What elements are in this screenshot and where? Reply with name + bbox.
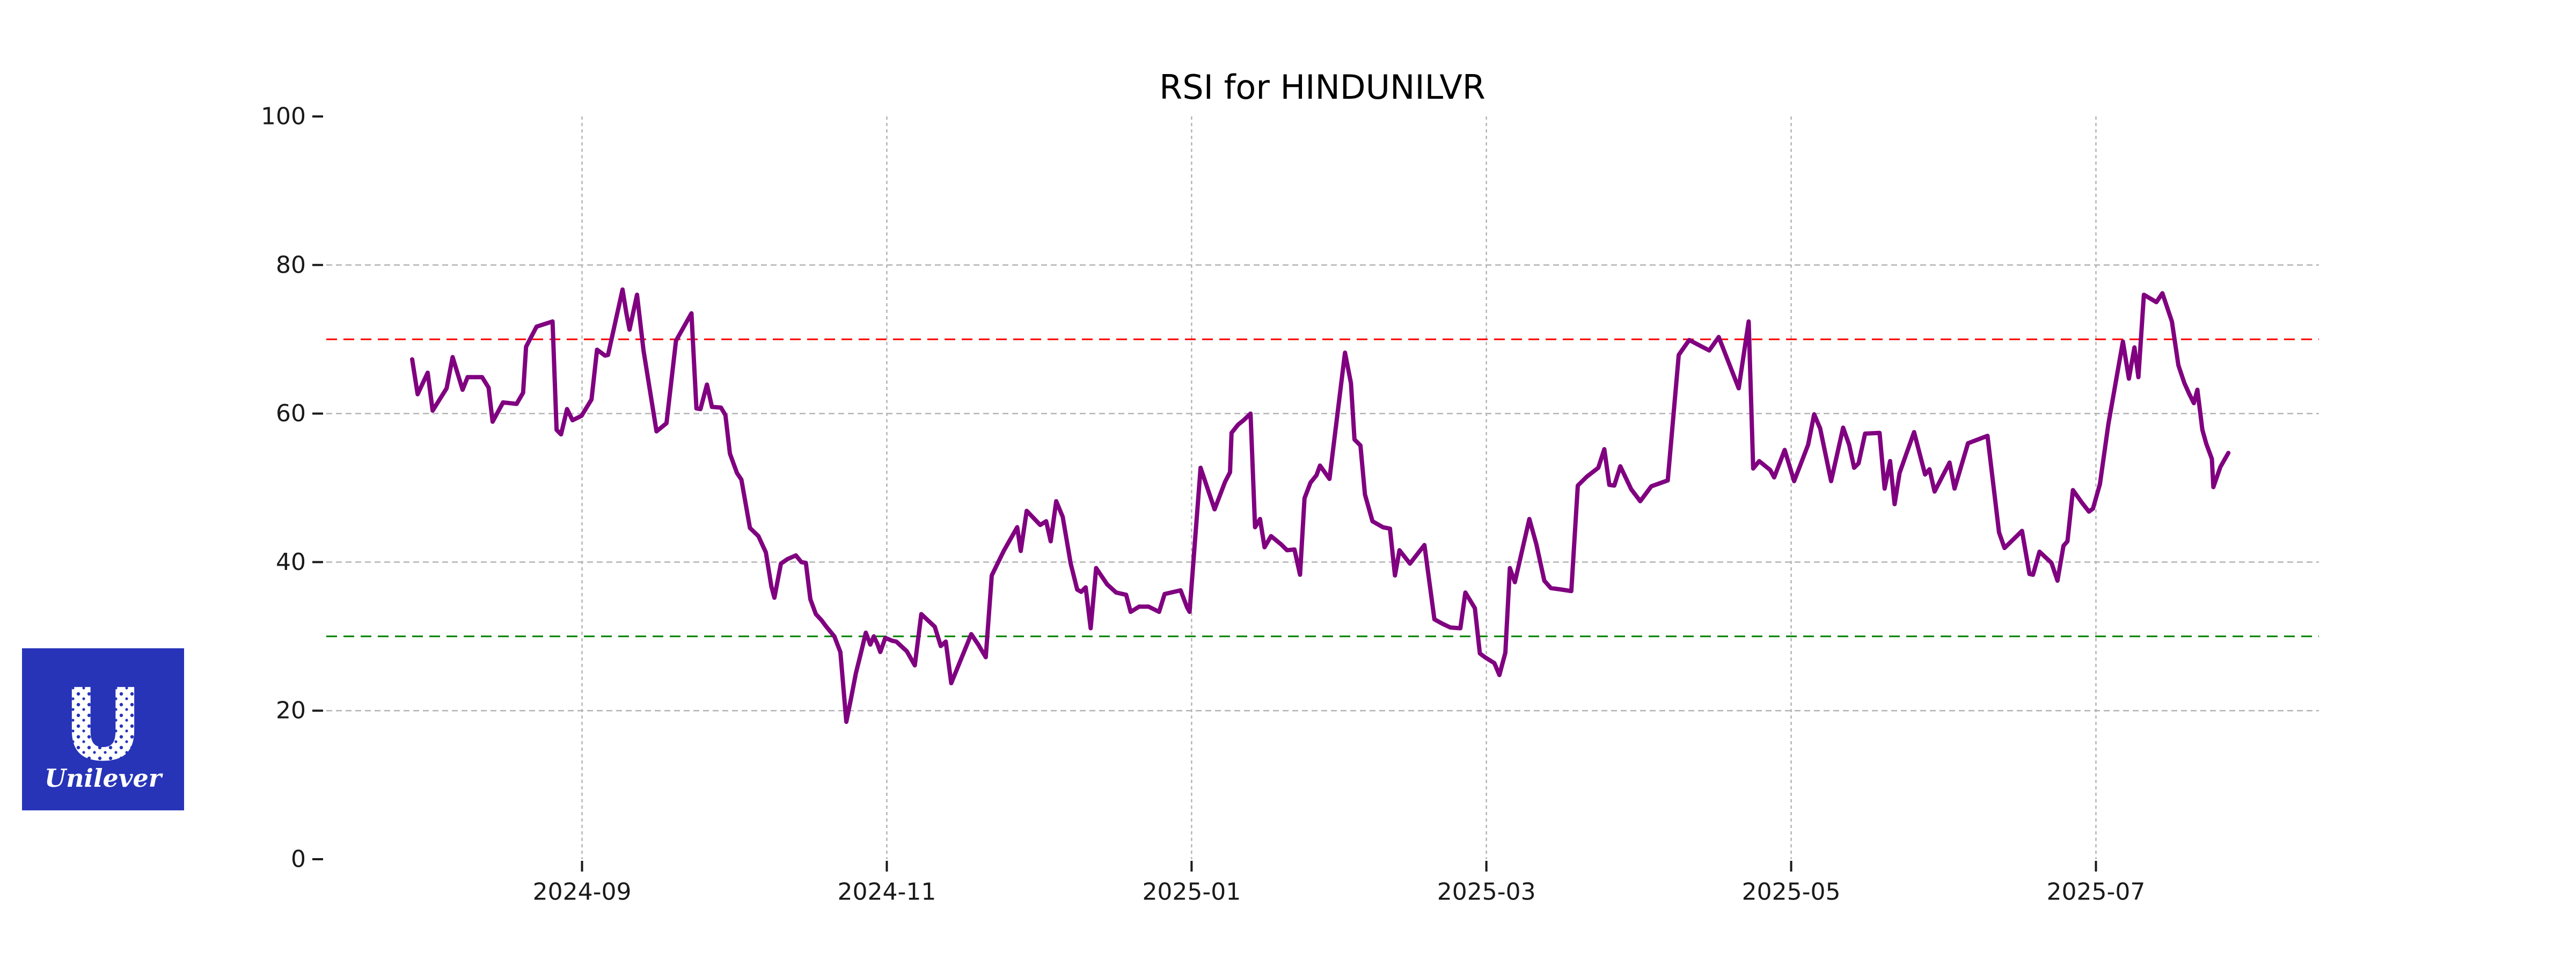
y-tick-label: 60 <box>276 400 306 427</box>
y-tick-label: 0 <box>291 846 306 873</box>
chart-title: RSI for HINDUNILVR <box>1159 68 1485 107</box>
x-tick-label: 2025-05 <box>1742 879 1841 906</box>
y-tick-label: 80 <box>276 251 306 279</box>
x-tick-label: 2025-03 <box>1437 879 1536 906</box>
y-tick-label: 100 <box>261 103 306 130</box>
x-tick-label: 2024-09 <box>533 879 632 906</box>
y-tick-label: 20 <box>276 697 306 724</box>
unilever-logo: U Unilever <box>22 648 184 810</box>
logo-monogram-u-icon: U <box>63 667 143 783</box>
x-tick-label: 2025-07 <box>2047 879 2146 906</box>
x-tick-label: 2024-11 <box>838 879 936 906</box>
logo-background <box>22 648 184 810</box>
y-tick-label: 40 <box>276 548 306 576</box>
rsi-series-line <box>410 287 2231 724</box>
logo-wordmark: Unilever <box>45 764 164 793</box>
x-tick-label: 2025-01 <box>1142 879 1241 906</box>
